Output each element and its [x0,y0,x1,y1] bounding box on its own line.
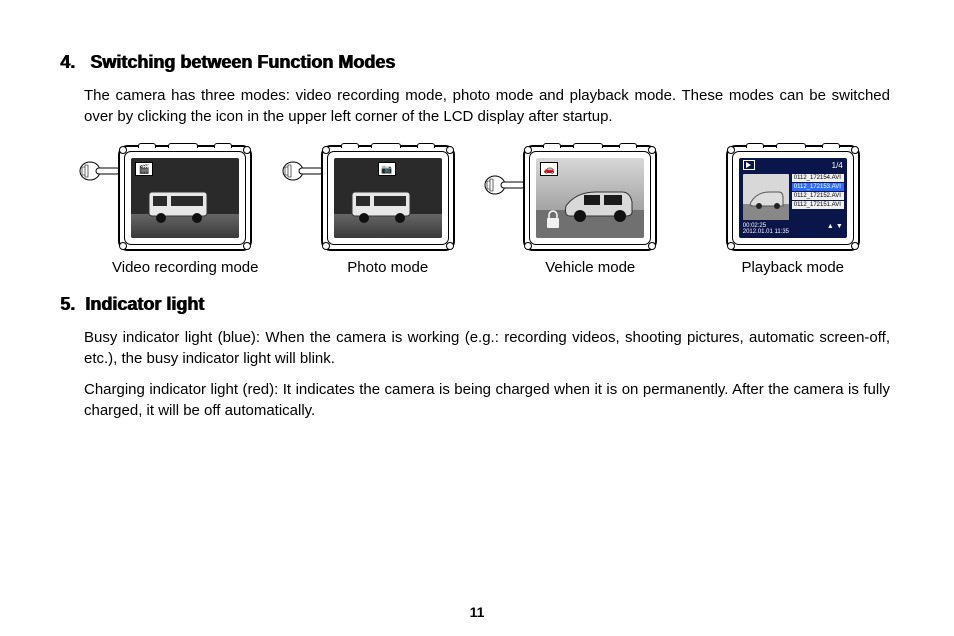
playback-footer: 00:02:25 2012.01.01 11:35 ▲▼ [739,222,847,236]
section-5-paragraph-1: Busy indicator light (blue): When the ca… [60,327,894,369]
playback-thumbnail [743,174,789,220]
play-icon[interactable] [743,160,755,170]
section-4-number: 4. [60,52,75,72]
mode-col-playback: 1/4 0112_172154.AVI 0112_17215 [726,145,860,251]
section-5-paragraph-2: Charging indicator light (red): It indic… [60,379,894,421]
section-5-title: Indicator light [85,294,204,314]
lcd-photo: 📷 [334,158,442,238]
mode-figure-video: 🎬 [118,145,252,251]
page-number: 11 [0,604,954,620]
caption-photo: Photo mode [287,259,490,276]
mode-col-photo: 📷 [321,145,455,251]
video-mode-icon[interactable]: 🎬 [135,162,153,176]
lcd-playback: 1/4 0112_172154.AVI 0112_17215 [739,158,847,238]
mode-col-video: 🎬 [118,145,252,251]
playback-header: 1/4 [739,158,847,172]
section-5-number: 5. [60,294,75,314]
camera-body: 1/4 0112_172154.AVI 0112_17215 [726,145,860,251]
section-4-heading: 4. Switching between Function Modes [60,52,894,73]
playback-file-item[interactable]: 0112_172153.AVI [792,183,844,191]
playback-datetime: 2012.01.01 11:35 [743,229,789,235]
photo-mode-icon[interactable]: 📷 [378,162,396,176]
camera-body: 🎬 [118,145,252,251]
caption-playback: Playback mode [692,259,895,276]
lcd-video: 🎬 [131,158,239,238]
camera-body: 🚗 [523,145,657,251]
section-4-title: Switching between Function Modes [90,52,395,72]
modes-row: 🎬 [60,145,894,251]
mode-figure-photo: 📷 [321,145,455,251]
captions-row: Video recording mode Photo mode Vehicle … [60,259,894,276]
lcd-vehicle: 🚗 [536,158,644,238]
lock-icon [546,210,560,230]
playback-nav-arrows[interactable]: ▲▼ [827,223,843,235]
playback-file-item[interactable]: 0112_172154.AVI [792,174,844,182]
thumb-car-illustration [743,174,789,220]
mode-figure-playback: 1/4 0112_172154.AVI 0112_17215 [726,145,860,251]
caption-video: Video recording mode [84,259,287,276]
playback-file-list: 0112_172154.AVI 0112_172153.AVI 0112_172… [791,172,847,222]
section-4-paragraph: The camera has three modes: video record… [60,85,894,127]
mode-figure-vehicle: 🚗 [523,145,657,251]
caption-vehicle: Vehicle mode [489,259,692,276]
camera-body: 📷 [321,145,455,251]
mode-col-vehicle: 🚗 [523,145,657,251]
vehicle-mode-icon[interactable]: 🚗 [540,162,558,176]
playback-file-item[interactable]: 0112_172151.AVI [792,201,844,209]
playback-file-item[interactable]: 0112_172152.AVI [792,192,844,200]
playback-count: 1/4 [832,161,843,170]
section-5-heading: 5. Indicator light [60,294,894,315]
